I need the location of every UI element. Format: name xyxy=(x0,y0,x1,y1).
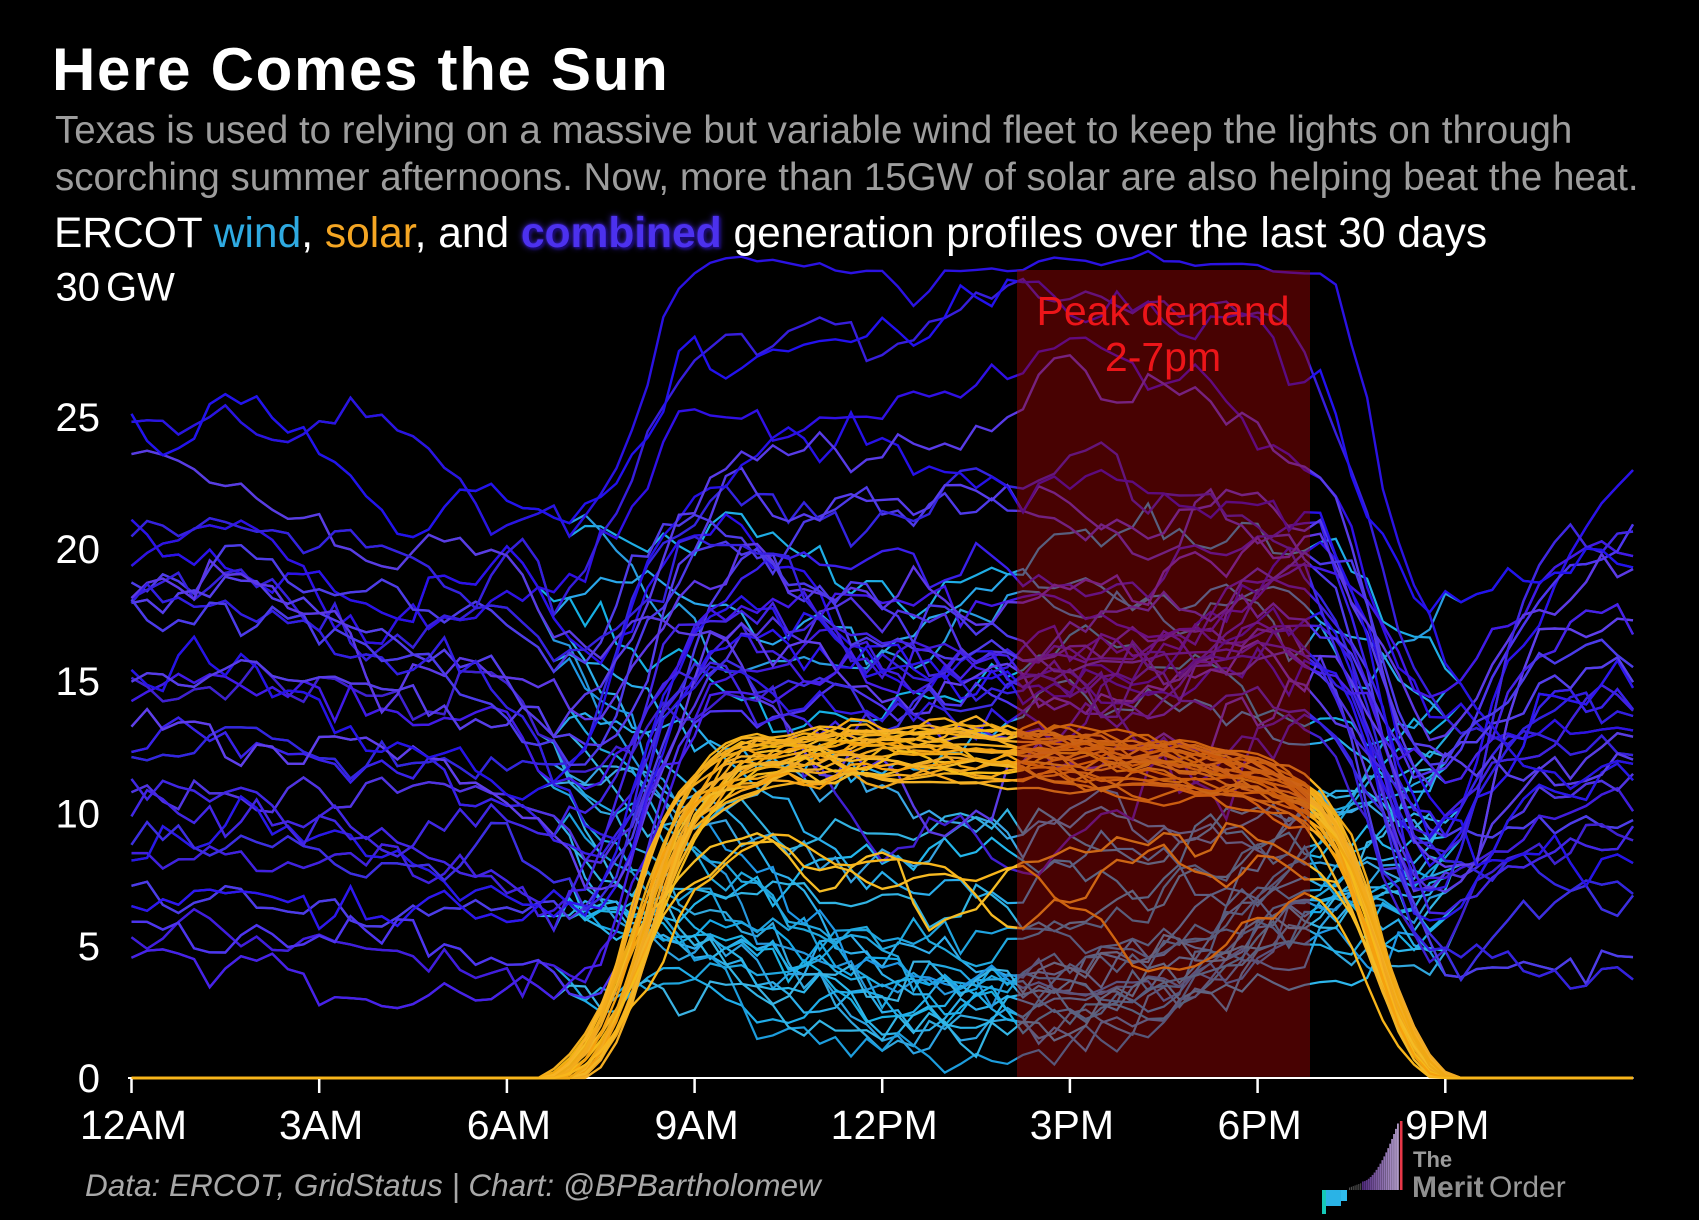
svg-text:30: 30 xyxy=(56,266,101,310)
svg-text:15: 15 xyxy=(56,660,101,704)
svg-text:GW: GW xyxy=(106,266,175,310)
svg-text:2-7pm: 2-7pm xyxy=(1105,334,1221,380)
svg-text:Merit: Merit xyxy=(1412,1171,1484,1204)
svg-text:Order: Order xyxy=(1489,1171,1566,1204)
svg-text:12PM: 12PM xyxy=(831,1102,938,1148)
svg-text:9PM: 9PM xyxy=(1405,1102,1489,1148)
svg-text:20: 20 xyxy=(56,528,101,572)
svg-text:0: 0 xyxy=(78,1057,100,1101)
svg-text:3AM: 3AM xyxy=(279,1102,363,1148)
svg-text:3PM: 3PM xyxy=(1030,1102,1114,1148)
svg-text:10: 10 xyxy=(56,793,101,837)
svg-text:9AM: 9AM xyxy=(654,1102,738,1148)
svg-text:12AM: 12AM xyxy=(80,1102,187,1148)
svg-text:6AM: 6AM xyxy=(467,1102,551,1148)
svg-text:5: 5 xyxy=(78,925,100,969)
svg-text:The: The xyxy=(1413,1147,1452,1172)
svg-text:Peak demand: Peak demand xyxy=(1036,288,1289,334)
svg-text:25: 25 xyxy=(56,396,101,440)
svg-text:6PM: 6PM xyxy=(1217,1102,1301,1148)
